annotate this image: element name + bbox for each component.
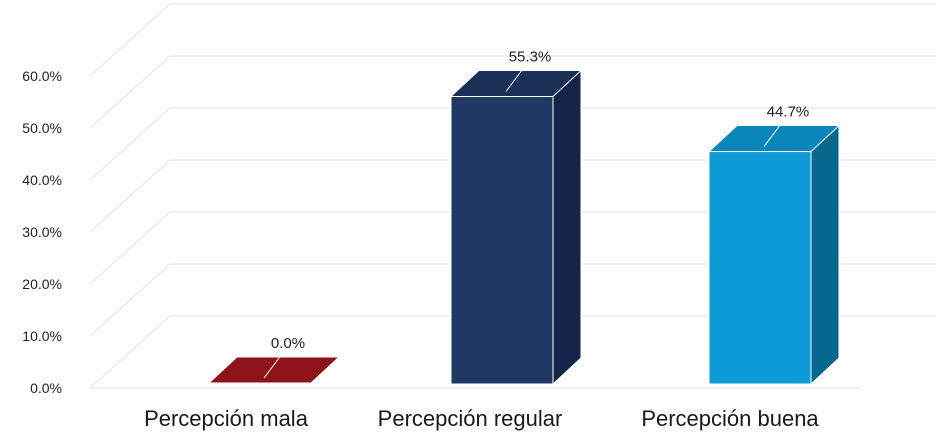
data-label-0: 0.0% <box>271 335 305 352</box>
gridline-5 <box>89 55 936 129</box>
data-label-leader-1 <box>505 67 525 92</box>
category-label-2: Percepción buena <box>641 406 819 431</box>
bar-1-top <box>449 69 583 97</box>
data-labels: 0.0% 55.3% 44.7% <box>263 48 810 379</box>
gridlines <box>89 3 936 389</box>
y-tick-label-0: 0.0% <box>30 380 62 396</box>
category-label-0: Percepción mala <box>144 406 309 431</box>
category-label-1: Percepción regular <box>378 406 563 431</box>
bar-1-front <box>450 95 554 385</box>
data-label-leader-2 <box>763 122 783 147</box>
y-tick-label-2: 20.0% <box>22 276 62 292</box>
gridline-1 <box>89 263 936 337</box>
y-tick-label-6: 60.0% <box>22 68 62 84</box>
bar-2-top <box>707 125 841 153</box>
x-axis-categories: Percepción mala Percepción regular Percepc… <box>144 406 819 431</box>
y-axis-ticks: 0.0% 10.0% 20.0% 30.0% 40.0% 50.0% 60.0% <box>22 68 62 396</box>
data-label-2: 44.7% <box>767 104 810 121</box>
y-tick-label-4: 40.0% <box>22 172 62 188</box>
bar-1 <box>449 69 583 386</box>
y-tick-label-5: 50.0% <box>22 120 62 136</box>
bar-1-side <box>552 69 582 386</box>
bar-2-side <box>810 124 840 386</box>
bar-2 <box>707 124 841 386</box>
gridline-0 <box>89 315 936 389</box>
data-label-1: 55.3% <box>509 48 552 65</box>
y-tick-label-3: 30.0% <box>22 224 62 240</box>
gridline-6 <box>89 3 936 77</box>
bar-0 <box>207 355 341 386</box>
gridline-3 <box>89 159 936 233</box>
bar-2-front <box>708 151 812 385</box>
gridline-4 <box>89 107 936 181</box>
y-tick-label-1: 10.0% <box>22 328 62 344</box>
bars <box>207 69 841 386</box>
gridline-2 <box>89 211 936 285</box>
bar-0-top <box>207 356 341 384</box>
data-label-leader-0 <box>263 353 283 379</box>
